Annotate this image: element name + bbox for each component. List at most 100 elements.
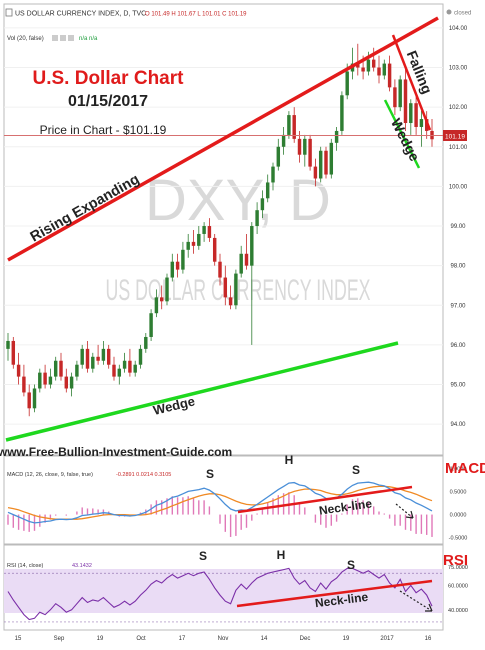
candle-body bbox=[403, 79, 408, 124]
candlestick-series bbox=[6, 43, 434, 417]
candle-body bbox=[271, 166, 275, 183]
price-tick-label: 104.00 bbox=[449, 26, 468, 32]
candle-body bbox=[144, 336, 148, 349]
falling-wedge-lower bbox=[383, 99, 421, 169]
candle-body bbox=[186, 241, 190, 250]
volume-header: Vol (20, false) bbox=[7, 36, 44, 42]
volume-values: n/a n/a bbox=[79, 36, 98, 42]
candle-body bbox=[329, 142, 334, 175]
candle-body bbox=[191, 241, 196, 246]
candle-body bbox=[356, 63, 360, 68]
rsi-s2-label: S bbox=[347, 558, 355, 572]
candle-body bbox=[133, 364, 137, 373]
macd-h-label: H bbox=[285, 453, 294, 467]
candle-body bbox=[48, 376, 53, 385]
macd-values: -0.2891 0.0214 0.3105 bbox=[116, 472, 171, 478]
candle-body bbox=[239, 253, 243, 274]
candle-body bbox=[96, 356, 100, 361]
candle-body bbox=[377, 67, 381, 76]
rsi-title: RSI bbox=[443, 552, 468, 569]
candle-body bbox=[334, 130, 339, 143]
candle-body bbox=[419, 119, 424, 127]
candle-body bbox=[27, 392, 31, 409]
candle-body bbox=[112, 364, 116, 377]
candle-body bbox=[85, 348, 90, 369]
rsi-h-label: H bbox=[277, 548, 286, 562]
candle-body bbox=[75, 364, 79, 377]
candle-body bbox=[11, 340, 16, 365]
candle-body bbox=[371, 59, 376, 68]
symbol-title: US DOLLAR CURRENCY INDEX, D, TVC bbox=[15, 11, 146, 18]
rsi-value: 43.1432 bbox=[72, 563, 92, 569]
macd-s1-label: S bbox=[206, 467, 214, 481]
close-icon[interactable] bbox=[68, 35, 74, 41]
candle-body bbox=[165, 277, 169, 302]
settings-icon[interactable] bbox=[52, 35, 58, 41]
candle-body bbox=[197, 233, 201, 246]
rsi-s1-label: S bbox=[199, 549, 207, 563]
candle-body bbox=[91, 356, 95, 369]
price-tick-label: 95.00 bbox=[450, 383, 466, 389]
candle-body bbox=[244, 253, 249, 266]
time-axis-label: Oct bbox=[136, 636, 146, 642]
candle-body bbox=[361, 67, 365, 72]
candle-body bbox=[345, 71, 349, 96]
rsi-band bbox=[4, 569, 443, 613]
candle-body bbox=[80, 348, 84, 365]
candle-body bbox=[6, 340, 10, 349]
candle-body bbox=[398, 79, 402, 108]
rsi-neckline-label: Neck-line bbox=[314, 590, 369, 610]
candle-body bbox=[43, 372, 47, 385]
candle-body bbox=[234, 273, 238, 306]
candle-body bbox=[69, 376, 74, 389]
macd-header: MACD (12, 26, close, 9, false, true) bbox=[7, 472, 93, 478]
candle-body bbox=[223, 277, 228, 298]
candle-body bbox=[281, 134, 286, 147]
candle-body bbox=[393, 87, 397, 108]
candle-body bbox=[382, 63, 387, 76]
candle-body bbox=[170, 261, 175, 278]
candle-body bbox=[128, 360, 132, 373]
candle-body bbox=[265, 182, 270, 199]
price-note: Price in Chart - $101.19 bbox=[40, 123, 167, 137]
macd-tick-label: 1.0000 bbox=[450, 466, 467, 472]
candle-body bbox=[149, 313, 153, 337]
macd-s2-label: S bbox=[352, 463, 360, 477]
candle-body bbox=[212, 237, 217, 262]
candle-body bbox=[138, 348, 143, 365]
chart-header: US DOLLAR CURRENCY INDEX, D, TVC O 101.4… bbox=[5, 8, 471, 42]
last-price-tag bbox=[443, 130, 467, 141]
time-axis: 15 Sep 19 Oct 17 Nov 14 Dec 19 2017 16 bbox=[15, 636, 432, 642]
time-axis-label: 17 bbox=[179, 636, 186, 642]
candle-body bbox=[318, 150, 323, 179]
time-axis-label: Nov bbox=[218, 636, 229, 642]
rsi-tick-label: 60.0000 bbox=[448, 583, 468, 589]
eye-icon[interactable] bbox=[60, 35, 66, 41]
rising-lower-trendline bbox=[5, 341, 399, 442]
price-tick-label: 102.00 bbox=[449, 105, 468, 111]
candle-body bbox=[207, 226, 212, 238]
candle-body bbox=[53, 360, 58, 377]
candle-body bbox=[32, 388, 37, 409]
price-axis: 104.00 103.00 102.00 101.00 100.00 99.00 98.00… bbox=[449, 26, 468, 428]
candle-body bbox=[324, 150, 328, 175]
candle-body bbox=[255, 210, 259, 227]
time-axis-label: Dec bbox=[300, 636, 311, 642]
candle-body bbox=[308, 138, 312, 167]
falling-wedge-upper bbox=[391, 34, 432, 131]
market-status-icon bbox=[446, 9, 452, 15]
macd-tick-label: -0.5000 bbox=[449, 536, 468, 542]
candle-body bbox=[414, 103, 418, 127]
candle-body bbox=[260, 198, 265, 211]
macd-title: MACD bbox=[445, 460, 485, 477]
time-axis-label: 16 bbox=[425, 636, 432, 642]
macd-series: 1.0000 0.5000 0.0000 -0.5000 bbox=[7, 466, 468, 542]
time-axis-label: 19 bbox=[343, 636, 350, 642]
rsi-neckline bbox=[236, 579, 433, 608]
chart-title: U.S. Dollar Chart bbox=[33, 68, 185, 89]
candle-body bbox=[181, 249, 185, 270]
candle-body bbox=[122, 360, 127, 369]
candle-body bbox=[16, 364, 21, 377]
rising-upper-trendline bbox=[7, 16, 439, 262]
